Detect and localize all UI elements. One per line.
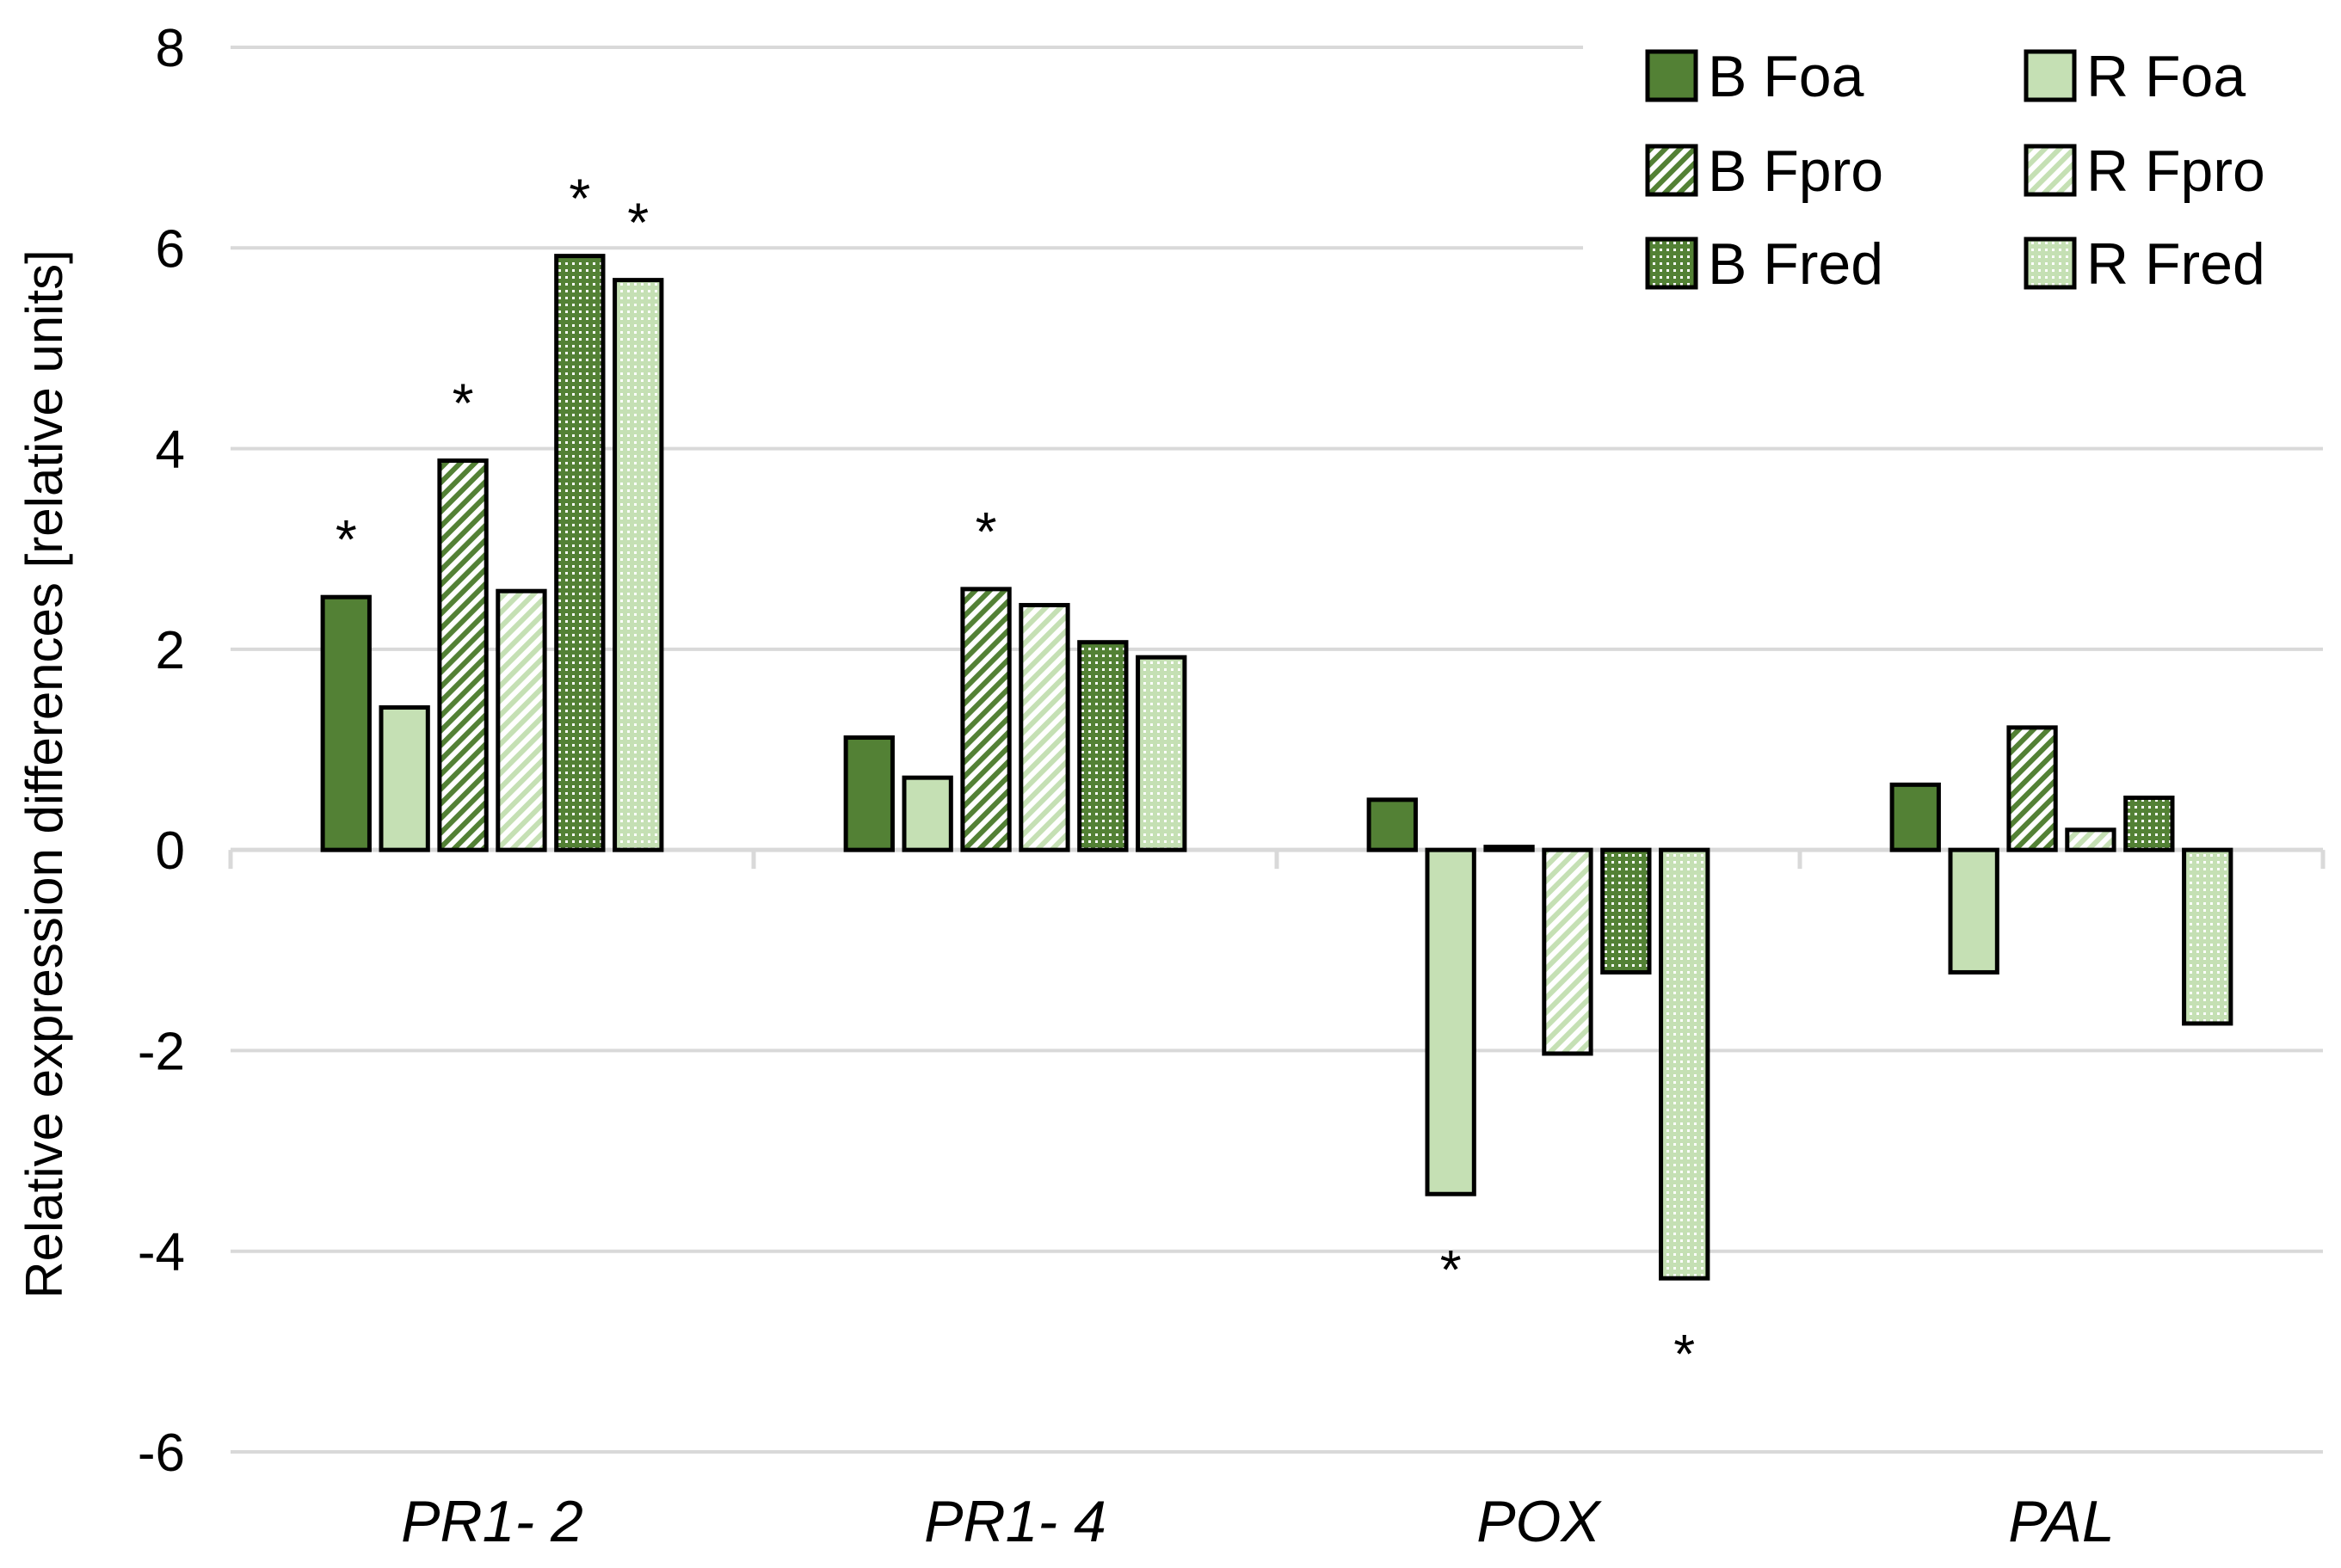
significance-star: * — [336, 508, 357, 570]
bars — [320, 254, 2233, 1281]
y-tick-label: -4 — [138, 1223, 185, 1282]
legend-label: B Foa — [1708, 44, 1864, 109]
bar — [843, 735, 895, 852]
y-tick-label: 4 — [156, 421, 185, 480]
x-category-label: PAL — [2008, 1489, 2114, 1554]
bar — [1136, 655, 1187, 852]
legend-label: B Fpro — [1708, 138, 1883, 204]
bar — [379, 705, 430, 852]
legend-swatch — [2024, 144, 2077, 197]
bar — [1019, 603, 1070, 852]
axes: 8 6 4 2 0 -2 -4 -6 PR1- 2 PR1- 4 POX PAL — [138, 19, 2326, 1554]
bar — [1542, 847, 1593, 1056]
bar — [613, 278, 664, 852]
bar — [1483, 845, 1535, 852]
legend-label: B Fred — [1708, 231, 1883, 297]
bar — [1948, 847, 1999, 975]
bar — [1889, 782, 1941, 852]
bar — [2182, 847, 2233, 1026]
legend-label: R Fred — [2086, 231, 2265, 297]
bar — [1077, 640, 1129, 852]
significance-star: * — [453, 372, 474, 434]
bar — [320, 594, 372, 852]
x-category-label: PR1- 4 — [924, 1489, 1106, 1554]
y-tick-label: 6 — [156, 219, 185, 279]
significance-star: * — [1673, 1323, 1695, 1385]
legend-swatch — [1645, 144, 1698, 197]
legend-label: R Fpro — [2086, 138, 2265, 204]
legend-background — [1583, 17, 2323, 310]
bar — [1425, 847, 1476, 1196]
y-tick-label: -6 — [138, 1423, 185, 1483]
bar — [2006, 725, 2058, 852]
legend: B Foa R Foa B Fpro R Fpro B Fred R Fred — [1583, 17, 2323, 310]
y-tick-label: -2 — [138, 1022, 185, 1081]
y-axis-title: Relative expression differences [relativ… — [15, 249, 73, 1299]
bar — [1366, 797, 1418, 852]
legend-swatch — [1645, 237, 1698, 290]
legend-swatch — [2024, 237, 2077, 290]
legend-swatch — [2024, 49, 2077, 102]
bar — [902, 775, 953, 852]
bar — [2065, 827, 2116, 852]
bar — [496, 588, 547, 852]
y-tick-label: 8 — [156, 19, 185, 78]
bar — [1659, 847, 1710, 1281]
bar — [437, 458, 489, 852]
x-category-label: POX — [1476, 1489, 1602, 1554]
bar — [554, 254, 606, 852]
x-category-label: PR1- 2 — [401, 1489, 583, 1554]
bar — [960, 587, 1012, 852]
y-tick-label: 2 — [156, 621, 185, 680]
bar — [2123, 795, 2175, 852]
legend-label: R Foa — [2086, 44, 2246, 109]
data-labels: * * * * * * * — [336, 168, 1695, 1386]
significance-star: * — [569, 168, 590, 230]
bar — [1600, 847, 1652, 975]
significance-star: * — [627, 192, 649, 254]
significance-star: * — [976, 501, 997, 563]
significance-star: * — [1440, 1239, 1462, 1301]
y-tick-label: 0 — [156, 821, 185, 881]
legend-swatch — [1645, 49, 1698, 102]
